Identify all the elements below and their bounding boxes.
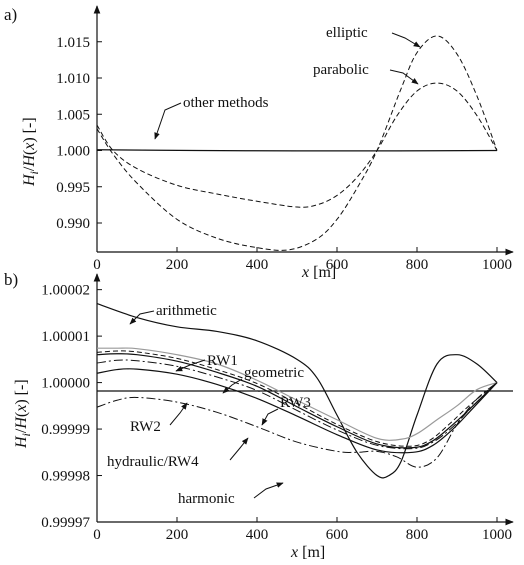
annotation-rw3: RW3: [280, 395, 311, 411]
x-tick-label: 1000: [482, 527, 512, 543]
series-line-elliptic: [96, 35, 498, 251]
panel-b-y-label: Hi/H(x) [-]: [13, 379, 33, 449]
x-tick-label: 400: [246, 257, 269, 273]
panel-a-x-ticks: 0 200 400 600 800 1000: [93, 247, 512, 273]
x-tick-label: 600: [326, 527, 349, 543]
annotation-elliptic-arrow: [391, 32, 421, 48]
y-tick-label: 0.990: [56, 216, 90, 232]
annotation-harmonic: harmonic: [178, 491, 235, 507]
series-line-rw1: [96, 347, 498, 441]
x-tick-label: 800: [406, 257, 429, 273]
series-line-arithmetic: [96, 303, 498, 479]
x-tick-label: 0: [93, 257, 101, 273]
x-tick-label: 200: [166, 527, 189, 543]
y-tick-label: 0.99997: [41, 515, 90, 531]
series-line-other-methods: [96, 149, 498, 152]
x-tick-label: 800: [406, 527, 429, 543]
series-line-rw3: [96, 353, 498, 449]
series-line-hydraulic-rw4: [96, 368, 498, 454]
panel-b-y-ticks: 0.99997 0.99998 0.99999 1.00000 1.00001 1.000…: [41, 283, 102, 531]
annotation-harmonic-arrow: [253, 482, 284, 499]
y-tick-label: 1.015: [56, 35, 90, 51]
panel-a-x-label: x [m]: [301, 264, 336, 281]
annotation-arithmetic-arrow: [129, 310, 155, 325]
panel-b-x-ticks: 0 200 400 600 800 1000: [93, 517, 512, 543]
annotation-hydraulic-rw4-arrow: [229, 437, 249, 461]
annotation-parabolic: parabolic: [313, 62, 369, 78]
y-tick-label: 1.00000: [41, 376, 90, 392]
annotation-parabolic-arrow: [389, 69, 419, 85]
panel-a-label: a): [4, 5, 17, 24]
y-tick-label: 0.995: [56, 180, 90, 196]
annotation-rw1: RW1: [207, 353, 238, 369]
panel-a-annotations: elliptic parabolic other methods: [154, 25, 421, 140]
y-tick-label: 1.00001: [41, 329, 90, 345]
y-tick-label: 1.010: [56, 71, 90, 87]
series-line-harmonic: [96, 382, 498, 468]
annotation-hydraulic-rw4: hydraulic/RW4: [107, 454, 199, 470]
y-tick-label: 0.99999: [41, 422, 90, 438]
annotation-rw3-arrow: [261, 408, 279, 426]
y-tick-label: 1.005: [56, 107, 90, 123]
panel-a-y-label: Hi/H(x) [-]: [21, 117, 41, 187]
annotation-other-methods: other methods: [183, 95, 269, 111]
panel-b-annotations: arithmetic RW1 geometric RW3 RW2 hydraul…: [107, 303, 311, 507]
series-line-parabolic: [96, 82, 498, 208]
panel-b-label: b): [4, 270, 18, 289]
x-tick-label: 200: [166, 257, 189, 273]
panel-a-y-ticks: 0.990 0.995 1.000 1.005 1.010 1.015: [56, 35, 102, 232]
x-tick-label: 1000: [482, 257, 512, 273]
series-line-geometric: [96, 350, 498, 447]
x-tick-label: 0: [93, 527, 101, 543]
y-tick-label: 1.00002: [41, 283, 90, 299]
panel-b-axes: [93, 273, 514, 526]
annotation-geometric: geometric: [244, 365, 304, 381]
annotation-rw2-arrow: [169, 402, 188, 426]
y-tick-label: 1.000: [56, 144, 90, 160]
y-tick-label: 0.99998: [41, 469, 90, 485]
series-line-rw2: [96, 359, 498, 450]
annotation-other-methods-arrow: [154, 102, 182, 140]
x-tick-label: 600: [326, 257, 349, 273]
x-tick-label: 400: [246, 527, 269, 543]
panel-a-axes: [93, 5, 514, 256]
panel-b-series: [96, 303, 498, 479]
annotation-geometric-arrow: [222, 378, 243, 394]
annotation-rw2: RW2: [130, 419, 161, 435]
panel-b-x-label: x [m]: [290, 544, 325, 561]
annotation-elliptic: elliptic: [326, 25, 368, 41]
panel-a-series: [96, 35, 498, 251]
annotation-arithmetic: arithmetic: [156, 303, 217, 319]
annotation-rw1-arrow: [175, 359, 206, 372]
